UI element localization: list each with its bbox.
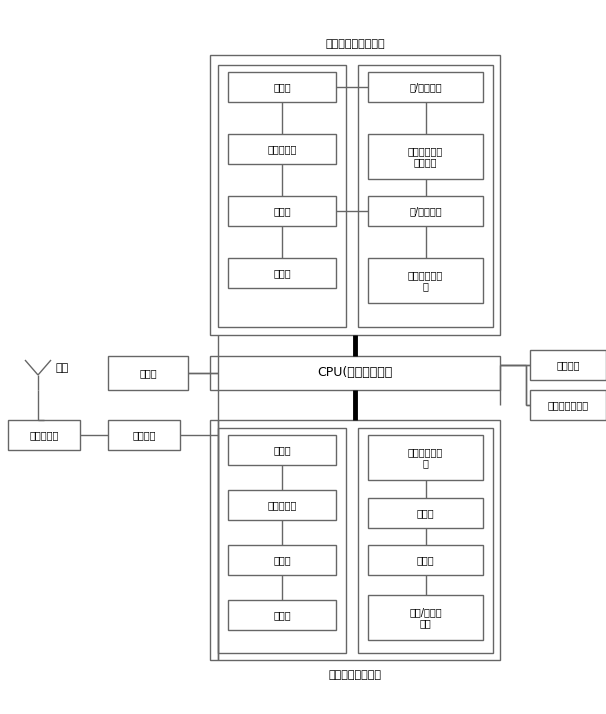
Bar xyxy=(228,490,336,520)
Text: 天线: 天线 xyxy=(56,363,69,373)
Bar xyxy=(108,420,180,450)
Bar xyxy=(210,55,500,335)
Bar xyxy=(530,350,606,380)
Text: CPU(中央处理器）: CPU(中央处理器） xyxy=(318,366,393,380)
Text: 模数/数模转
换器: 模数/数模转 换器 xyxy=(409,607,442,628)
Text: 控制器: 控制器 xyxy=(273,610,291,620)
Text: 接收器: 接收器 xyxy=(273,555,291,565)
Text: 储存器: 储存器 xyxy=(139,368,157,378)
Text: 解码器: 解码器 xyxy=(417,555,435,565)
Bar xyxy=(108,356,188,390)
Bar xyxy=(368,498,483,528)
Bar xyxy=(228,600,336,630)
Bar xyxy=(358,65,493,327)
Bar xyxy=(228,72,336,102)
Text: 编码器: 编码器 xyxy=(417,508,435,518)
Bar xyxy=(210,356,500,390)
Bar xyxy=(228,196,336,226)
Text: 控制器: 控制器 xyxy=(273,268,291,278)
Bar xyxy=(228,435,336,465)
Text: 频率综合器: 频率综合器 xyxy=(267,144,297,154)
Bar xyxy=(368,258,483,303)
Bar xyxy=(228,134,336,164)
Bar xyxy=(368,134,483,179)
Text: 数/模转换器: 数/模转换器 xyxy=(409,82,442,92)
Text: 射频滤波器: 射频滤波器 xyxy=(29,430,59,440)
Bar xyxy=(218,428,346,653)
Bar xyxy=(530,390,606,420)
Bar xyxy=(368,595,483,640)
Text: 有线网口: 有线网口 xyxy=(556,360,580,370)
Text: 频率综合器: 频率综合器 xyxy=(267,500,297,510)
Text: 发射器: 发射器 xyxy=(273,82,291,92)
Bar xyxy=(218,65,346,327)
Text: 无线局域网接入模块: 无线局域网接入模块 xyxy=(325,39,385,49)
Bar xyxy=(228,258,336,288)
Text: 媒体介质控制
及储存器: 媒体介质控制 及储存器 xyxy=(408,146,443,167)
Text: 基带信号处理
器: 基带信号处理 器 xyxy=(408,447,443,468)
Text: 发射器: 发射器 xyxy=(273,445,291,455)
Bar xyxy=(368,72,483,102)
Bar xyxy=(368,545,483,575)
Text: 接收器: 接收器 xyxy=(273,206,291,216)
Text: 基带信号处理
器: 基带信号处理 器 xyxy=(408,270,443,291)
Text: 模/数转换器: 模/数转换器 xyxy=(409,206,442,216)
Bar xyxy=(368,196,483,226)
Bar xyxy=(210,420,500,660)
Text: 射频开关: 射频开关 xyxy=(132,430,156,440)
Bar xyxy=(228,545,336,575)
Bar xyxy=(8,420,80,450)
Bar xyxy=(358,428,493,653)
Bar xyxy=(368,435,483,480)
Text: 蓝牙无线接入模块: 蓝牙无线接入模块 xyxy=(328,670,382,680)
Text: 电源及外部接口: 电源及外部接口 xyxy=(547,400,588,410)
